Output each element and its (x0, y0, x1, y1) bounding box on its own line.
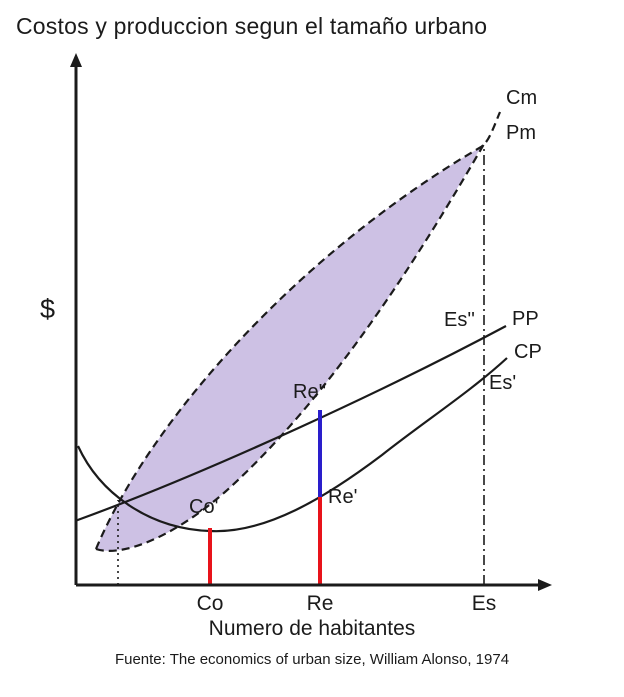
shaded-benefit-region (96, 147, 481, 551)
x-tick-Re: Re (307, 592, 334, 615)
label-Re: Re'' (293, 381, 326, 403)
chart-title: Costos y produccion segun el tamaño urba… (16, 13, 488, 39)
source-caption: Fuente: The economics of urban size, Wil… (114, 651, 510, 668)
label-Re: Re' (328, 486, 357, 508)
label-Es: Es'' (444, 309, 475, 331)
label-Pm: Pm (506, 122, 536, 144)
x-axis-label: Numero de habitantes (208, 617, 416, 640)
label-PP: PP (512, 308, 539, 330)
label-Co: Co' (189, 496, 218, 518)
x-tick-Co: Co (197, 592, 224, 615)
curve-CP (77, 357, 508, 533)
label-Cm: Cm (506, 87, 537, 109)
curve-PP (74, 325, 507, 523)
curve-Pm (95, 143, 485, 552)
y-axis-label: $ (40, 294, 56, 324)
y-axis-arrow (70, 53, 82, 67)
x-tick-Es: Es (472, 592, 497, 615)
curve-Cm (94, 111, 502, 550)
label-Es: Es' (489, 372, 516, 394)
x-axis-arrow (538, 579, 552, 591)
label-CP: CP (514, 341, 542, 363)
